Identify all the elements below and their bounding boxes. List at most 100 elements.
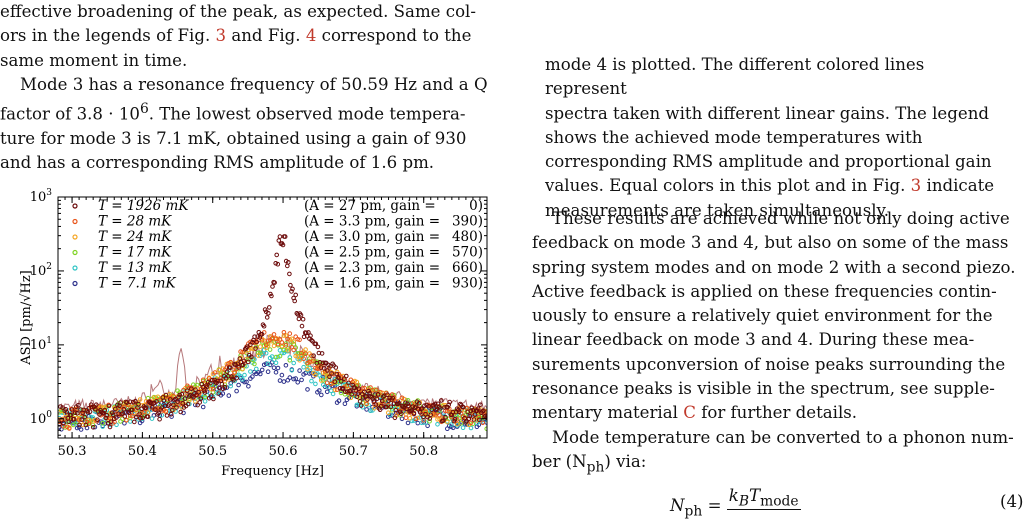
data-point: [384, 404, 389, 410]
data-point: [332, 379, 338, 384]
data-point: [103, 415, 109, 421]
data-point: [163, 409, 168, 414]
data-point: [283, 343, 289, 348]
data-point: [200, 404, 206, 410]
data-point: [417, 400, 423, 405]
data-point: [474, 420, 480, 426]
data-point: [113, 406, 118, 412]
legend-amplitude: (A = 1.6 pm, gain =: [304, 276, 440, 292]
figure-3-link-caption[interactable]: 3: [910, 176, 922, 196]
data-point: [411, 411, 417, 416]
data-point: [193, 387, 198, 392]
data-point: [330, 391, 336, 397]
data-point: [141, 409, 147, 415]
data-point: [300, 316, 306, 322]
data-point: [259, 338, 265, 343]
data-point: [358, 403, 364, 408]
data-point: [279, 372, 285, 378]
data-point: [472, 412, 478, 417]
data-point: [283, 333, 289, 338]
data-point: [161, 398, 167, 404]
data-point: [245, 359, 251, 365]
data-point: [324, 389, 330, 395]
data-point: [240, 350, 245, 355]
data-point: [343, 389, 348, 394]
data-point: [196, 390, 201, 395]
data-point: [468, 425, 474, 431]
data-point: [149, 416, 155, 421]
data-point: [76, 417, 82, 423]
data-point: [107, 424, 113, 430]
data-point: [210, 377, 215, 383]
data-point: [428, 412, 434, 418]
data-point: [405, 401, 410, 406]
data-point: [231, 377, 236, 383]
data-point: [283, 341, 289, 346]
data-point: [315, 344, 321, 350]
data-point: [83, 422, 89, 428]
data-point: [240, 377, 245, 382]
data-point: [307, 359, 312, 365]
data-point: [136, 401, 141, 407]
data-point: [185, 401, 191, 407]
data-point: [287, 355, 293, 360]
data-point: [242, 372, 247, 378]
data-point: [481, 408, 486, 413]
data-point: [271, 343, 277, 349]
x-tick-label: 50.4: [128, 444, 157, 459]
data-point: [291, 339, 297, 344]
data-point: [306, 330, 311, 335]
data-point: [450, 425, 456, 431]
data-point: [248, 369, 253, 374]
data-point: [297, 337, 302, 343]
data-point: [404, 406, 409, 411]
data-point: [373, 402, 379, 407]
data-point: [252, 361, 257, 367]
data-point: [246, 384, 251, 389]
data-point: [285, 263, 290, 269]
appendix-c-link[interactable]: C: [683, 403, 696, 423]
data-point: [293, 292, 299, 298]
data-point: [202, 390, 208, 395]
data-point: [259, 367, 265, 373]
right-paragraph-1: These results are achieved while not onl…: [532, 209, 1016, 423]
data-point: [295, 380, 301, 385]
data-point: [69, 407, 75, 412]
data-point: [393, 410, 399, 416]
data-point: [273, 370, 279, 375]
legend-temperature: T = 7.1 mK: [98, 276, 176, 292]
data-point: [413, 416, 419, 421]
data-point: [273, 360, 279, 366]
data-point: [212, 370, 218, 375]
data-point: [426, 403, 431, 409]
data-point: [238, 355, 243, 361]
data-point: [163, 392, 169, 398]
left-column: effective broadening of the peak, as exp…: [0, 0, 492, 176]
data-point: [72, 410, 78, 415]
data-point: [143, 405, 149, 411]
data-point: [75, 411, 80, 416]
data-point: [291, 360, 297, 366]
data-point: [272, 280, 277, 285]
data-point: [371, 399, 377, 404]
data-point: [392, 415, 398, 421]
data-point: [137, 411, 142, 417]
data-point: [95, 417, 100, 422]
legend-marker: [72, 234, 78, 240]
data-point: [380, 401, 385, 407]
data-point: [423, 411, 428, 417]
data-point: [77, 422, 82, 428]
data-point: [449, 414, 454, 420]
data-point: [253, 346, 258, 351]
data-point: [204, 384, 210, 390]
figure-3-link[interactable]: 3: [215, 26, 227, 46]
figure-4-link[interactable]: 4: [305, 26, 317, 46]
data-point: [174, 405, 179, 410]
data-point: [286, 260, 291, 265]
data-point: [248, 339, 253, 345]
legend-temperature: T = 17 mK: [98, 245, 172, 261]
data-point: [224, 369, 230, 374]
data-point: [319, 351, 325, 356]
data-point: [285, 346, 291, 351]
legend-gain: 0): [469, 198, 483, 214]
